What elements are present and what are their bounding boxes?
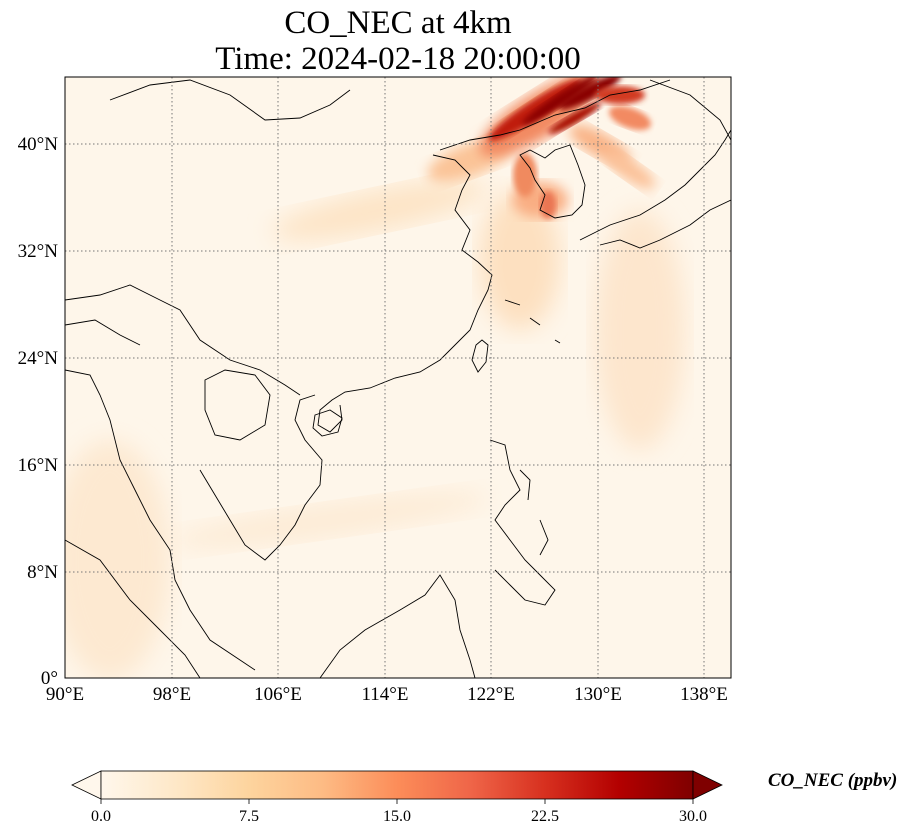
y-tick-label: 40°N [18, 134, 59, 155]
x-tick-label: 138°E [680, 684, 728, 705]
x-tick-label: 90°E [46, 684, 84, 705]
x-tick-label: 114°E [362, 684, 409, 705]
y-tick-label: 16°N [18, 455, 59, 476]
plume-northeast-china [479, 77, 645, 157]
map-subtitle-time: Time: 2024-02-18 20:00:00 [215, 41, 581, 77]
x-tick-label: 106°E [254, 684, 302, 705]
x-axis-ticks: 90°E 98°E 106°E 114°E 122°E 130°E 138°E [46, 684, 728, 705]
colorbar-tick-label: 22.5 [531, 808, 559, 825]
x-tick-label: 122°E [467, 684, 515, 705]
map-frame [64, 76, 732, 679]
colorbar-extend-low [71, 770, 102, 800]
y-tick-label: 0° [41, 668, 58, 689]
y-tick-label: 8°N [27, 562, 58, 583]
colorbar-tick-label: 15.0 [383, 808, 411, 825]
colorbar-tick-label: 30.0 [679, 808, 707, 825]
y-tick-label: 32°N [18, 241, 59, 262]
colorbar-extend-high [692, 770, 723, 800]
coastlines [65, 79, 731, 678]
concentration-field [65, 77, 731, 678]
colorbar-label: CO_NEC (ppbv) [768, 770, 898, 791]
y-tick-label: 24°N [18, 348, 59, 369]
x-tick-label: 98°E [153, 684, 191, 705]
colorbar-tick-label: 0.0 [91, 808, 111, 825]
map-title: CO_NEC at 4km [284, 5, 512, 41]
y-axis-ticks: 0° 8°N 16°N 24°N 32°N 40°N [18, 134, 59, 689]
gridlines [65, 77, 731, 678]
colorbar-gradient [100, 770, 694, 800]
colorbar: 0.0 7.5 15.0 22.5 30.0 [71, 770, 723, 825]
x-tick-label: 130°E [574, 684, 622, 705]
colorbar-tick-label: 7.5 [239, 808, 259, 825]
